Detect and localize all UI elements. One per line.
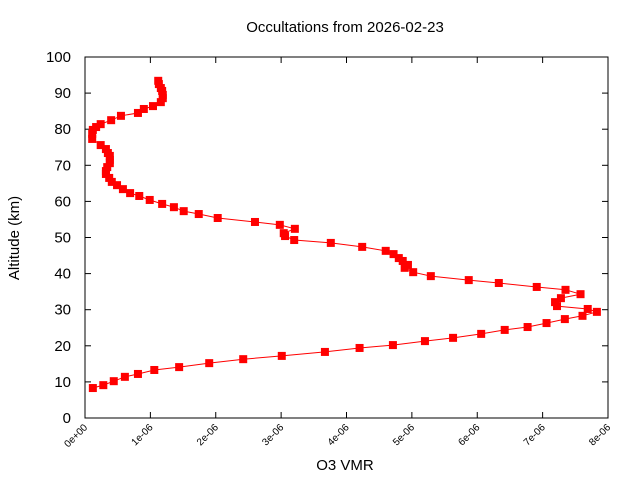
- data-point: [169, 203, 178, 212]
- data-point: [279, 229, 288, 238]
- data-point: [358, 242, 367, 251]
- data-point: [145, 195, 154, 204]
- data-point: [250, 217, 259, 226]
- plot-frame: [84, 56, 609, 419]
- data-point: [275, 220, 284, 229]
- y-tick-label: 40: [54, 266, 71, 283]
- data-point: [99, 381, 108, 390]
- x-tick-label: 4e-06: [326, 422, 352, 448]
- y-tick-label: 70: [54, 157, 71, 174]
- data-point: [494, 278, 503, 287]
- series-line: [91, 80, 599, 389]
- data-point: [326, 238, 335, 247]
- data-point: [560, 315, 569, 324]
- data-point: [394, 254, 403, 263]
- data-point: [116, 111, 125, 120]
- data-point: [179, 207, 188, 216]
- data-point: [592, 307, 601, 316]
- data-point: [561, 285, 570, 294]
- data-point: [107, 116, 116, 125]
- y-tick-label: 60: [54, 193, 71, 210]
- x-tick-label: 2e-06: [195, 422, 221, 448]
- y-tick-label: 50: [54, 230, 71, 247]
- y-tick-label: 10: [54, 374, 71, 391]
- data-point: [158, 199, 167, 208]
- data-point: [88, 384, 97, 393]
- x-axis-label: O3 VMR: [316, 457, 374, 474]
- data-point: [551, 298, 560, 307]
- y-tick-label: 30: [54, 302, 71, 319]
- data-point: [213, 214, 222, 223]
- x-tick-label: 1e-06: [130, 422, 156, 448]
- data-point: [583, 304, 592, 313]
- data-point: [205, 359, 214, 368]
- series-o3: [88, 76, 601, 393]
- data-point: [381, 246, 390, 255]
- data-point: [139, 104, 148, 113]
- data-point: [403, 260, 412, 269]
- data-point: [92, 123, 101, 132]
- y-tick-label: 80: [54, 121, 71, 138]
- y-tick-label: 20: [54, 338, 71, 355]
- data-point: [320, 347, 329, 356]
- data-point: [154, 76, 163, 85]
- data-point: [175, 363, 184, 372]
- data-point: [239, 355, 248, 364]
- x-tick-label: 5e-06: [391, 422, 417, 448]
- data-point: [578, 311, 587, 320]
- data-point: [126, 189, 135, 198]
- data-point: [113, 181, 122, 190]
- data-point: [150, 365, 159, 374]
- y-tick-label: 100: [46, 49, 71, 66]
- data-point: [88, 134, 97, 143]
- data-point: [500, 325, 509, 334]
- x-tick-label: 7e-06: [522, 422, 548, 448]
- data-point: [96, 141, 105, 150]
- data-point: [148, 102, 157, 111]
- y-tick-label: 0: [63, 410, 71, 427]
- data-point: [477, 329, 486, 338]
- data-point: [464, 276, 473, 285]
- data-point: [523, 323, 532, 332]
- data-point: [449, 333, 458, 342]
- data-point: [133, 369, 142, 378]
- data-point: [420, 337, 429, 346]
- data-point: [135, 191, 144, 200]
- data-point: [389, 250, 398, 259]
- data-point: [290, 236, 299, 245]
- data-point: [576, 290, 585, 299]
- x-tick-label: 8e-06: [587, 422, 613, 448]
- x-tick-label: 3e-06: [260, 422, 286, 448]
- chart-title: Occultations from 2026-02-23: [246, 19, 444, 36]
- y-tick-label: 90: [54, 85, 71, 102]
- data-point: [109, 377, 118, 386]
- y-axis: 0 10 20 30 40 50 60 70 80 90 100: [46, 49, 608, 427]
- data-point: [101, 145, 110, 154]
- y-axis-label: Altitude (km): [6, 196, 23, 280]
- data-point: [120, 372, 129, 381]
- data-point: [426, 272, 435, 281]
- data-point: [96, 120, 105, 129]
- data-point: [290, 224, 299, 233]
- data-point: [277, 351, 286, 360]
- data-point: [409, 268, 418, 277]
- data-point: [388, 341, 397, 350]
- data-point: [542, 319, 551, 328]
- data-point: [118, 185, 127, 194]
- data-point: [355, 343, 364, 352]
- data-point: [556, 294, 565, 303]
- x-tick-label: 6e-06: [457, 422, 483, 448]
- data-point: [133, 108, 142, 117]
- data-point: [194, 210, 203, 219]
- data-point: [532, 282, 541, 291]
- x-axis: 0e+00 1e-06 2e-06 3e-06 4e-06 5e-06 6e-06 7e-06…: [62, 57, 613, 450]
